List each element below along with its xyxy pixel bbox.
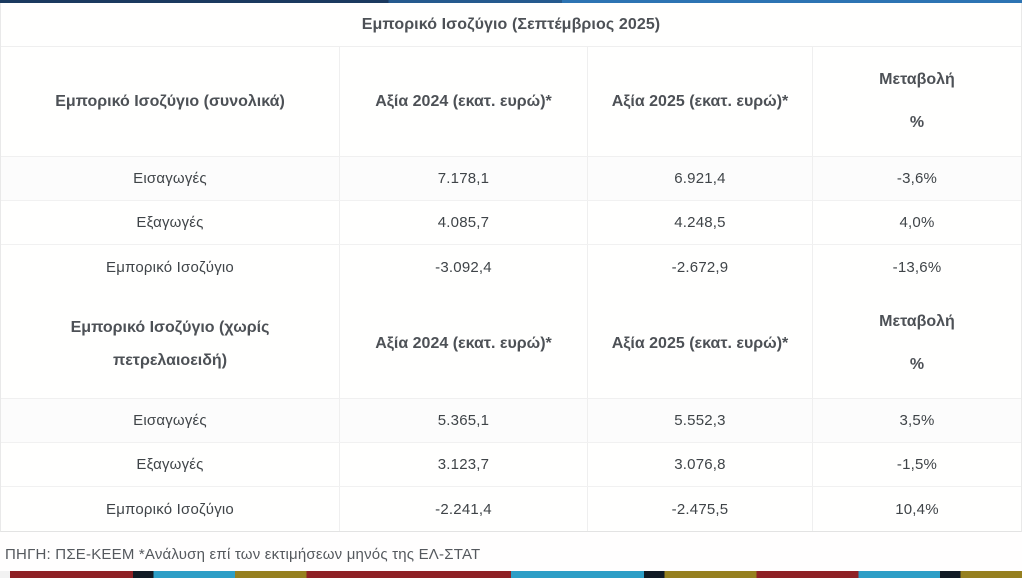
section-non-oil: Εμπορικό Ισοζύγιο (χωρίς πετρελαιοειδή) … [1, 289, 1021, 531]
table-row-imports-non-oil: Εισαγωγές 5.365,1 5.552,3 3,5% [1, 399, 1021, 443]
value-2024-cell: 7.178,1 [340, 157, 588, 200]
change-header-label: Μεταβολή [879, 313, 955, 330]
change-cell: 10,4% [895, 500, 939, 518]
row-label: Εξαγωγές [1, 201, 340, 244]
value-2025-cell: 6.921,4 [588, 157, 813, 200]
value-2025-cell: 3.076,8 [588, 443, 813, 486]
change-cell: -1,5% [896, 456, 938, 473]
value-2025-header-label: Αξία 2025 (εκατ. ευρώ)* [611, 334, 789, 352]
row-label: Εμπορικό Ισοζύγιο [1, 245, 340, 289]
table-title-row: Εμπορικό Ισοζύγιο (Σεπτέμβριος 2025) [1, 3, 1021, 47]
change-percent-symbol: % [909, 356, 925, 373]
value-2024-header-label: Αξία 2024 (εκατ. ευρώ)* [375, 334, 552, 352]
value-2024-cell: -3.092,4 [340, 245, 588, 289]
section-label: Εμπορικό Ισοζύγιο (συνολικά) [55, 93, 285, 110]
change-cell: 4,0% [899, 214, 935, 231]
column-header-section-label: Εμπορικό Ισοζύγιο (συνολικά) [1, 47, 340, 156]
row-label: Εισαγωγές [1, 157, 340, 200]
header-row-non-oil: Εμπορικό Ισοζύγιο (χωρίς πετρελαιοειδή) … [1, 289, 1021, 399]
top-accent-bar [0, 0, 1022, 3]
column-header-value-2025: Αξία 2025 (εκατ. ευρώ)* [588, 47, 813, 156]
value-2024-cell: 5.365,1 [340, 399, 588, 442]
change-percent-symbol: % [909, 114, 925, 131]
value-2024-header-label: Αξία 2024 (εκατ. ευρώ)* [375, 92, 552, 110]
table-title: Εμπορικό Ισοζύγιο (Σεπτέμβριος 2025) [361, 15, 661, 33]
column-header-change: Μεταβολή % [813, 47, 1021, 156]
value-2024-cell: 4.085,7 [340, 201, 588, 244]
column-header-value-2024: Αξία 2024 (εκατ. ευρώ)* [340, 47, 588, 156]
change-cell: 3,5% [899, 412, 935, 429]
table-row-exports-non-oil: Εξαγωγές 3.123,7 3.076,8 -1,5% [1, 443, 1021, 487]
change-header-label: Μεταβολή [879, 71, 955, 88]
value-2025-cell: -2.672,9 [588, 245, 813, 289]
value-2024-cell: 3.123,7 [340, 443, 588, 486]
row-label: Εμπορικό Ισοζύγιο [1, 487, 340, 531]
value-2025-header-label: Αξία 2025 (εκατ. ευρώ)* [611, 92, 789, 110]
trade-balance-table: Εμπορικό Ισοζύγιο (Σεπτέμβριος 2025) Εμπ… [0, 3, 1022, 532]
value-2024-cell: -2.241,4 [340, 487, 588, 531]
row-label: Εξαγωγές [1, 443, 340, 486]
section-label: Εμπορικό Ισοζύγιο (χωρίς πετρελαιοειδή) [70, 318, 270, 369]
table-row-balance-non-oil: Εμπορικό Ισοζύγιο -2.241,4 -2.475,5 10,4… [1, 487, 1021, 531]
value-2025-cell: 4.248,5 [588, 201, 813, 244]
table-row-imports-total: Εισαγωγές 7.178,1 6.921,4 -3,6% [1, 157, 1021, 201]
header-row-total: Εμπορικό Ισοζύγιο (συνολικά) Αξία 2024 (… [1, 47, 1021, 157]
column-header-section-label: Εμπορικό Ισοζύγιο (χωρίς πετρελαιοειδή) [1, 289, 340, 398]
change-cell: -13,6% [892, 258, 942, 276]
value-2025-cell: 5.552,3 [588, 399, 813, 442]
column-header-value-2024: Αξία 2024 (εκατ. ευρώ)* [340, 289, 588, 398]
table-row-exports-total: Εξαγωγές 4.085,7 4.248,5 4,0% [1, 201, 1021, 245]
section-total: Εμπορικό Ισοζύγιο (συνολικά) Αξία 2024 (… [1, 47, 1021, 289]
row-label: Εισαγωγές [1, 399, 340, 442]
column-header-value-2025: Αξία 2025 (εκατ. ευρώ)* [588, 289, 813, 398]
table-row-balance-total: Εμπορικό Ισοζύγιο -3.092,4 -2.672,9 -13,… [1, 245, 1021, 289]
change-cell: -3,6% [896, 170, 938, 187]
footer-source-note: ΠΗΓΗ: ΠΣΕ-ΚΕΕΜ *Ανάλυση επί των εκτιμήσε… [5, 545, 481, 563]
bottom-accent-bar [0, 571, 1022, 578]
column-header-change: Μεταβολή % [813, 289, 1021, 398]
value-2025-cell: -2.475,5 [588, 487, 813, 531]
